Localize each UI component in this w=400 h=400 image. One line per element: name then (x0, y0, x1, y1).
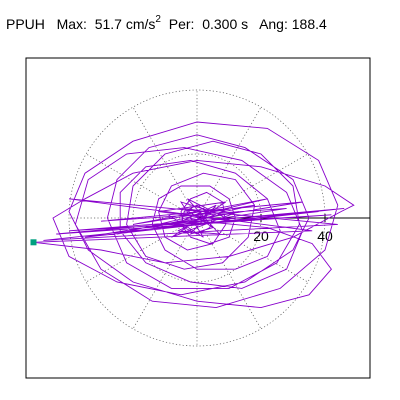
peak-marker (30, 239, 37, 246)
max-label: Max: (56, 16, 87, 32)
max-unit: cm/s (125, 16, 156, 32)
ring-label-20: 20 (253, 228, 269, 244)
grid-spoke-240 (132, 226, 193, 330)
station-label: PPUH (6, 16, 45, 32)
header: PPUH Max: 51.7 cm/s2 Per: 0.300 s Ang: 1… (6, 14, 327, 32)
ang-value: 188.4 (291, 16, 327, 32)
motion-trace (33, 121, 355, 309)
per-label: Per: (168, 16, 195, 32)
grid-spoke-120 (132, 106, 193, 210)
ring-label-40: 40 (317, 228, 333, 244)
ang-label: Ang: (259, 16, 288, 32)
max-value: 51.7 (94, 16, 122, 32)
max-unit-exponent: 2 (155, 14, 161, 25)
per-value: 0.300 s (202, 16, 249, 32)
ring-labels: 20 40 (253, 214, 333, 244)
grid-spoke-30 (205, 153, 309, 214)
grid-spoke-300 (201, 226, 262, 330)
grid-spoke-330 (205, 222, 309, 283)
